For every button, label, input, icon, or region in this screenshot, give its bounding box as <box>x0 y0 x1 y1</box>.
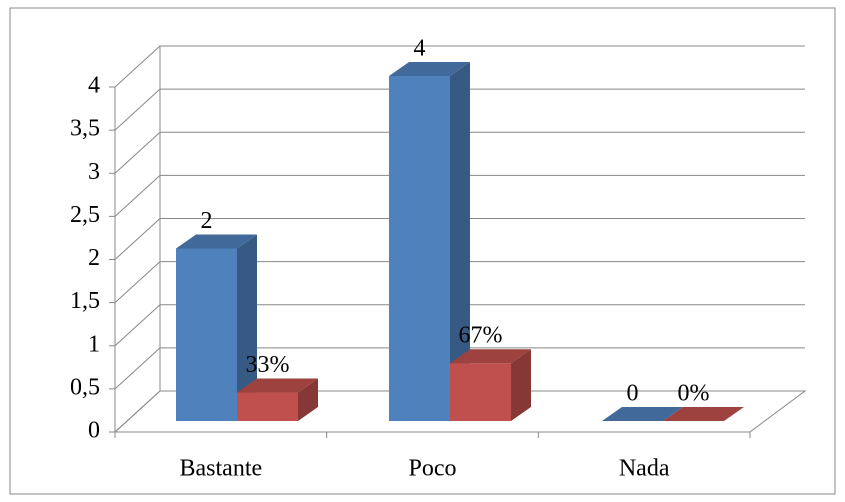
bar-top <box>663 407 744 421</box>
bar-top <box>176 234 257 249</box>
grid-line <box>114 45 805 88</box>
bar-side <box>298 378 318 421</box>
y-tick-label: 0,5 <box>70 374 100 400</box>
bar <box>663 407 744 421</box>
bar <box>602 407 683 421</box>
grid-line <box>114 261 805 303</box>
bar-front <box>389 76 450 421</box>
bar-side <box>450 62 470 421</box>
bar-top <box>602 407 683 421</box>
y-tick-label: 2 <box>88 245 100 271</box>
bar-front <box>450 363 511 421</box>
x-tick-label: Nada <box>619 456 670 482</box>
data-label: 0% <box>678 381 710 407</box>
grid-line <box>114 347 805 390</box>
y-tick-label: 1,5 <box>70 288 100 314</box>
data-label: 0 <box>627 381 639 407</box>
grid-line <box>114 390 805 433</box>
y-tick-label: 1 <box>88 331 100 357</box>
data-label: 67% <box>459 323 503 349</box>
x-tick-label: Poco <box>409 456 457 482</box>
bar <box>176 234 257 421</box>
bar-front <box>237 392 298 421</box>
grid-line <box>114 131 805 174</box>
y-tick-label: 4 <box>88 73 100 99</box>
bar-top <box>389 62 470 76</box>
bar-top <box>450 349 531 364</box>
x-tick-label: Bastante <box>180 456 263 482</box>
bar-front <box>176 248 237 421</box>
grid-line <box>114 174 805 217</box>
data-label: 33% <box>246 352 290 378</box>
y-tick-label: 2,5 <box>70 202 100 228</box>
bar <box>389 62 470 421</box>
bar <box>450 349 531 421</box>
y-tick-label: 0 <box>88 418 100 444</box>
bar-side <box>511 349 531 421</box>
y-tick-label: 3,5 <box>70 116 100 142</box>
bar-top <box>237 378 318 393</box>
y-tick-label: 3 <box>88 159 100 185</box>
grid-line <box>114 218 805 260</box>
data-label: 4 <box>414 36 426 62</box>
data-label: 2 <box>201 208 213 234</box>
grid-line <box>114 304 805 347</box>
bar <box>237 378 318 421</box>
grid-line <box>114 88 805 131</box>
bar-side <box>237 234 257 421</box>
